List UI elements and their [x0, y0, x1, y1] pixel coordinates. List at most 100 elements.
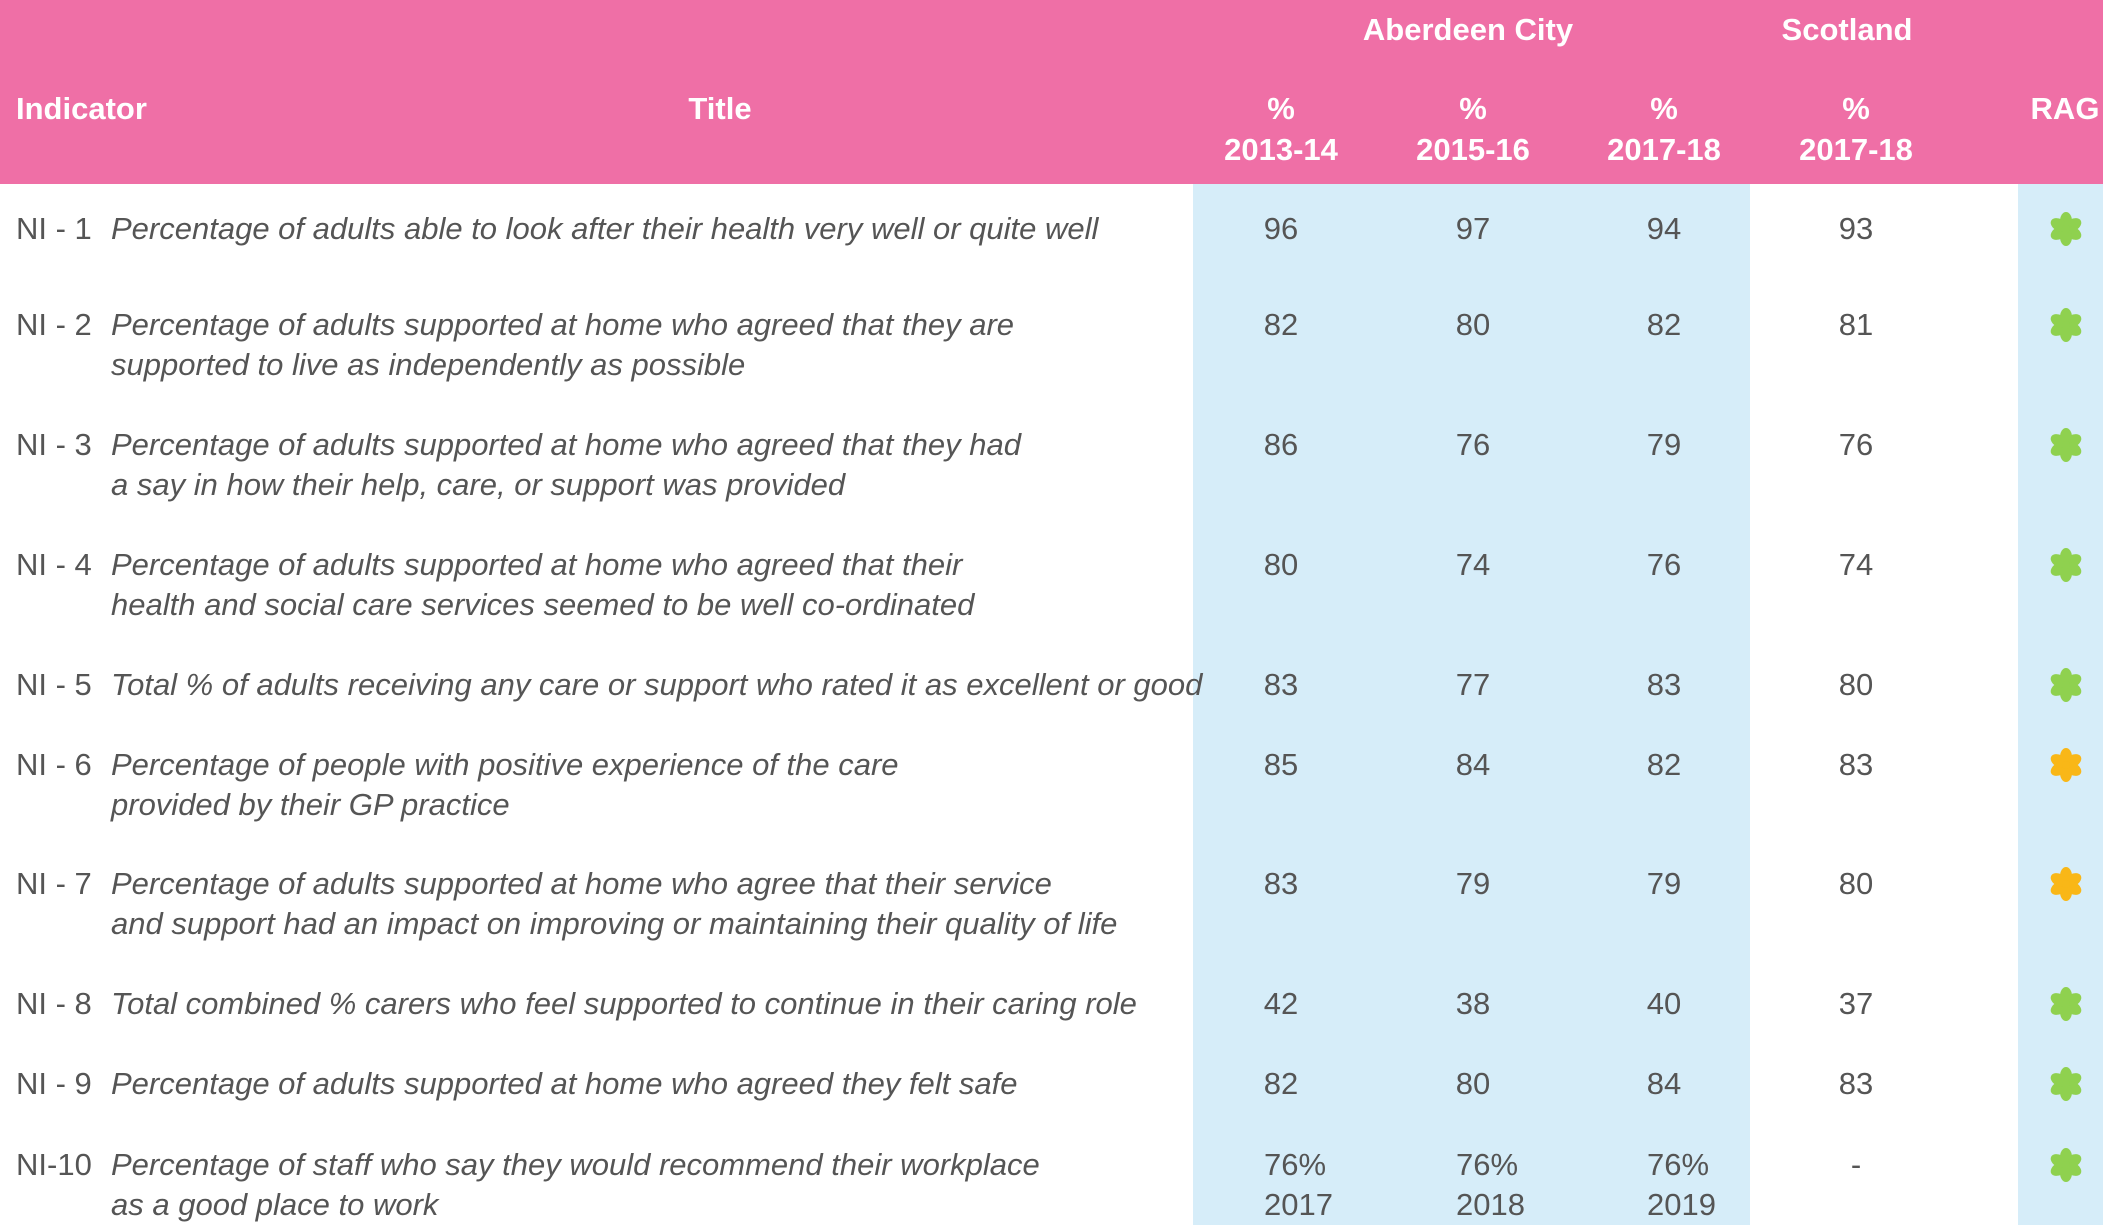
cell-value: 40: [1647, 986, 1681, 1021]
rag-center: [2062, 761, 2070, 769]
indicator-title: Percentage of adults able to look after …: [111, 211, 1099, 246]
cell-value: 76%: [1647, 1147, 1709, 1182]
column-period: 2015-16: [1416, 132, 1530, 167]
rag-center: [2062, 225, 2070, 233]
cell-value: 74: [1839, 547, 1873, 582]
cell-value: 82: [1264, 1066, 1298, 1101]
rag-center: [2062, 561, 2070, 569]
indicator-title: Percentage of staff who say they would r…: [111, 1147, 1040, 1182]
cell-value: 76%: [1264, 1147, 1326, 1182]
cell-value: 80: [1839, 667, 1873, 702]
cell-value: 84: [1647, 1066, 1681, 1101]
cell-value: 42: [1264, 986, 1298, 1021]
group-header: Aberdeen City: [1363, 12, 1574, 47]
rag-icon: [2050, 867, 2082, 901]
indicator-title: Percentage of adults supported at home w…: [111, 547, 964, 582]
cell-value: 83: [1264, 667, 1298, 702]
cell-value: 86: [1264, 427, 1298, 462]
cell-value: 74: [1456, 547, 1490, 582]
indicator-title: a say in how their help, care, or suppor…: [111, 467, 847, 502]
column-header: Title: [688, 91, 751, 126]
cell-value: 38: [1456, 986, 1490, 1021]
cell-value: 96: [1264, 211, 1298, 246]
indicator-code: NI - 9: [16, 1066, 92, 1101]
column-unit: %: [1267, 91, 1295, 126]
cell-value: 93: [1839, 211, 1873, 246]
indicator-title: supported to live as independently as po…: [111, 347, 745, 382]
cell-value: 79: [1647, 427, 1681, 462]
cell-value: 76: [1647, 547, 1681, 582]
rag-band: [2018, 184, 2103, 1225]
header-band: [0, 0, 2103, 184]
indicator-code: NI - 8: [16, 986, 92, 1021]
indicator-title: Total % of adults receiving any care or …: [111, 667, 1204, 702]
column-period: 2013-14: [1224, 132, 1339, 167]
indicator-title: as a good place to work: [111, 1187, 440, 1222]
cell-value: 97: [1456, 211, 1490, 246]
rag-icon: [2050, 212, 2082, 246]
indicator-title: Percentage of adults supported at home w…: [111, 1066, 1017, 1101]
indicator-code: NI - 1: [16, 211, 92, 246]
cell-value: 76: [1839, 427, 1873, 462]
cell-value: 80: [1456, 1066, 1490, 1101]
cell-value: 2018: [1456, 1187, 1525, 1222]
rag-center: [2062, 681, 2070, 689]
cell-value: 82: [1647, 307, 1681, 342]
rag-center: [2062, 441, 2070, 449]
cell-value: 80: [1264, 547, 1298, 582]
rag-center: [2062, 880, 2070, 888]
rag-icon: [2050, 308, 2082, 342]
indicator-title: provided by their GP practice: [110, 787, 510, 822]
column-unit: %: [1842, 91, 1870, 126]
indicator-code: NI-10: [16, 1147, 92, 1182]
indicator-code: NI - 6: [16, 747, 92, 782]
cell-value: 76%: [1456, 1147, 1518, 1182]
cell-value: 83: [1839, 1066, 1873, 1101]
indicator-code: NI - 5: [16, 667, 92, 702]
indicator-title: Total combined % carers who feel support…: [111, 986, 1137, 1021]
indicator-title: health and social care services seemed t…: [111, 587, 976, 622]
cell-value: 81: [1839, 307, 1873, 342]
cell-value: 94: [1647, 211, 1681, 246]
rag-icon: [2050, 748, 2082, 782]
group-header: Scotland: [1782, 12, 1913, 47]
aberdeen-band: [1193, 184, 1750, 1225]
cell-value: 76: [1456, 427, 1490, 462]
cell-value: 83: [1839, 747, 1873, 782]
rag-center: [2062, 321, 2070, 329]
cell-value: 80: [1839, 866, 1873, 901]
cell-value: 80: [1456, 307, 1490, 342]
cell-value: -: [1851, 1147, 1861, 1182]
column-period: 2017-18: [1607, 132, 1721, 167]
cell-value: 82: [1647, 747, 1681, 782]
rag-center: [2062, 1161, 2070, 1169]
cell-value: 83: [1647, 667, 1681, 702]
rag-icon: [2050, 668, 2082, 702]
cell-value: 83: [1264, 866, 1298, 901]
cell-value: 79: [1647, 866, 1681, 901]
indicator-title: and support had an impact on improving o…: [111, 906, 1117, 941]
rag-center: [2062, 1080, 2070, 1088]
cell-value: 82: [1264, 307, 1298, 342]
rag-center: [2062, 1000, 2070, 1008]
cell-value: 84: [1456, 747, 1490, 782]
indicator-code: NI - 4: [16, 547, 92, 582]
cell-value: 37: [1839, 986, 1873, 1021]
column-period: 2017-18: [1799, 132, 1913, 167]
rag-icon: [2050, 987, 2082, 1021]
cell-value: 2019: [1647, 1187, 1716, 1222]
column-header: Indicator: [16, 91, 147, 126]
indicator-title: Percentage of people with positive exper…: [111, 747, 899, 782]
indicator-title: Percentage of adults supported at home w…: [111, 866, 1052, 901]
rag-icon: [2050, 1067, 2082, 1101]
indicator-code: NI - 3: [16, 427, 92, 462]
indicator-title: Percentage of adults supported at home w…: [111, 427, 1023, 462]
cell-value: 2017: [1264, 1187, 1333, 1222]
cell-value: 85: [1264, 747, 1298, 782]
cell-value: 79: [1456, 866, 1490, 901]
indicator-title: Percentage of adults supported at home w…: [111, 307, 1014, 342]
rag-icon: [2050, 548, 2082, 582]
column-header: RAG: [2031, 91, 2100, 126]
cell-value: 77: [1456, 667, 1490, 702]
